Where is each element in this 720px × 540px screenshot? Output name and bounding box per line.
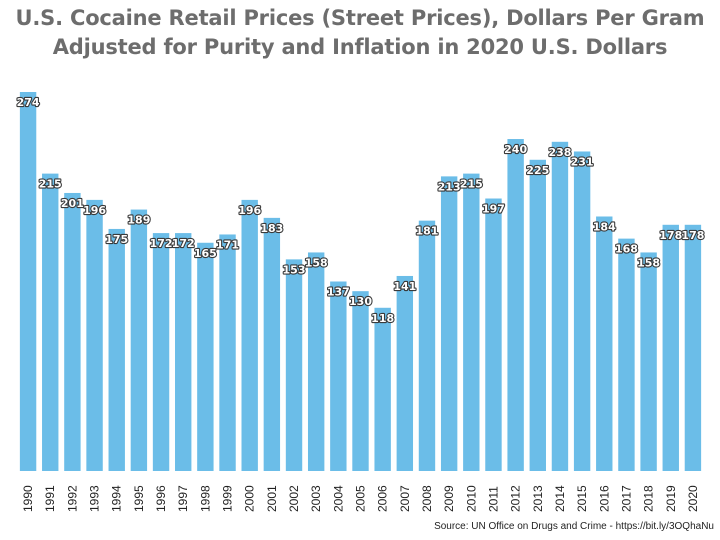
x-tick-2004: 2004	[331, 485, 345, 512]
data-label-1996: 172	[150, 237, 173, 250]
data-label-2008: 181	[415, 225, 438, 238]
data-label-1990: 274	[17, 96, 40, 109]
bar-2019	[662, 224, 679, 471]
x-tick-1990: 1990	[21, 485, 35, 512]
data-label-2019: 178	[659, 229, 682, 242]
bar-1995	[130, 209, 148, 471]
x-tick-1991: 1991	[43, 485, 57, 512]
bar-1993	[86, 199, 103, 471]
x-tick-2000: 2000	[243, 485, 257, 512]
x-tick-2009: 2009	[442, 485, 456, 512]
x-tick-2002: 2002	[287, 485, 301, 512]
bar-2005	[352, 291, 369, 471]
data-label-2002: 153	[283, 263, 306, 276]
chart-title-line-2: Adjusted for Purity and Inflation in 202…	[52, 35, 668, 59]
data-label-2000: 196	[238, 204, 261, 217]
bar-2013	[529, 159, 546, 471]
x-tick-1996: 1996	[154, 485, 168, 512]
chart-title: U.S. Cocaine Retail Prices (Street Price…	[0, 4, 720, 62]
data-label-2011: 197	[482, 203, 505, 216]
bar-2018	[640, 252, 657, 471]
x-tick-1998: 1998	[198, 485, 212, 512]
x-tick-1994: 1994	[110, 485, 124, 512]
x-tick-2011: 2011	[486, 486, 500, 512]
x-tick-2018: 2018	[642, 485, 656, 512]
data-label-1997: 172	[172, 237, 195, 250]
x-tick-1995: 1995	[132, 485, 146, 512]
x-tick-2016: 2016	[597, 485, 611, 512]
x-tick-2007: 2007	[398, 485, 412, 512]
bar-2011	[485, 198, 502, 471]
bar-2014	[551, 141, 569, 472]
bar-1994	[108, 228, 125, 471]
bar-2009	[440, 176, 458, 471]
bar-2012	[507, 139, 524, 471]
data-label-2012: 240	[504, 143, 527, 156]
bar-2006	[374, 307, 391, 471]
x-tick-2014: 2014	[553, 485, 567, 512]
bar-1992	[64, 192, 81, 471]
data-label-1998: 165	[194, 247, 217, 260]
data-label-2004: 137	[327, 286, 350, 299]
x-tick-2013: 2013	[531, 485, 545, 512]
x-tick-2003: 2003	[309, 485, 323, 512]
bar-1996	[152, 233, 170, 471]
bar-2016	[596, 216, 613, 471]
data-label-2020: 178	[681, 229, 704, 242]
data-label-1999: 171	[216, 238, 239, 251]
data-label-1992: 201	[61, 197, 84, 210]
data-label-1991: 215	[39, 178, 62, 191]
x-tick-2010: 2010	[464, 485, 478, 512]
data-label-2009: 213	[438, 180, 461, 193]
bar-1991	[42, 173, 59, 472]
x-tick-2006: 2006	[376, 485, 390, 512]
bar-1998	[197, 242, 214, 471]
data-label-2015: 231	[571, 155, 594, 168]
data-label-2013: 225	[526, 164, 549, 177]
x-tick-1992: 1992	[65, 485, 79, 512]
data-label-1993: 196	[83, 204, 106, 217]
x-tick-2008: 2008	[420, 485, 434, 512]
bar-2008	[418, 220, 436, 471]
data-label-2017: 168	[615, 243, 638, 256]
bar-2010	[463, 173, 480, 472]
bar-2015	[573, 151, 591, 472]
bar-1990	[19, 92, 37, 471]
source-note: Source: UN Office on Drugs and Crime - h…	[434, 521, 714, 532]
data-label-2018: 158	[637, 256, 660, 269]
data-label-2003: 158	[305, 256, 328, 269]
bar-1997	[175, 233, 192, 471]
data-label-2007: 141	[393, 280, 416, 293]
data-label-2006: 118	[371, 312, 394, 325]
x-tick-1997: 1997	[176, 485, 190, 512]
data-label-1995: 189	[127, 214, 150, 227]
data-label-2001: 183	[260, 222, 283, 235]
x-tick-2017: 2017	[619, 485, 633, 512]
bar-2000	[241, 199, 258, 471]
data-label-2010: 215	[460, 178, 483, 191]
data-label-1994: 175	[105, 233, 128, 246]
bar-2001	[263, 217, 281, 471]
x-tick-1999: 1999	[221, 485, 235, 512]
x-tick-2005: 2005	[354, 485, 368, 512]
data-label-2014: 238	[548, 146, 571, 159]
chart-title-line-1: U.S. Cocaine Retail Prices (Street Price…	[15, 6, 705, 30]
x-tick-2020: 2020	[686, 485, 700, 512]
data-label-2016: 184	[593, 220, 616, 233]
x-tick-2019: 2019	[664, 485, 678, 512]
bar-2002	[285, 259, 303, 471]
x-tick-2015: 2015	[575, 485, 589, 512]
bar-2020	[684, 224, 702, 471]
bar-2003	[307, 252, 325, 471]
x-tick-2012: 2012	[509, 485, 523, 512]
bar-2017	[618, 238, 635, 471]
x-tick-2001: 2001	[265, 485, 279, 512]
bar-2004	[330, 281, 347, 471]
x-tick-1993: 1993	[88, 485, 102, 512]
bar-1999	[219, 234, 236, 471]
bar-2007	[396, 275, 414, 471]
data-label-2005: 130	[349, 295, 372, 308]
